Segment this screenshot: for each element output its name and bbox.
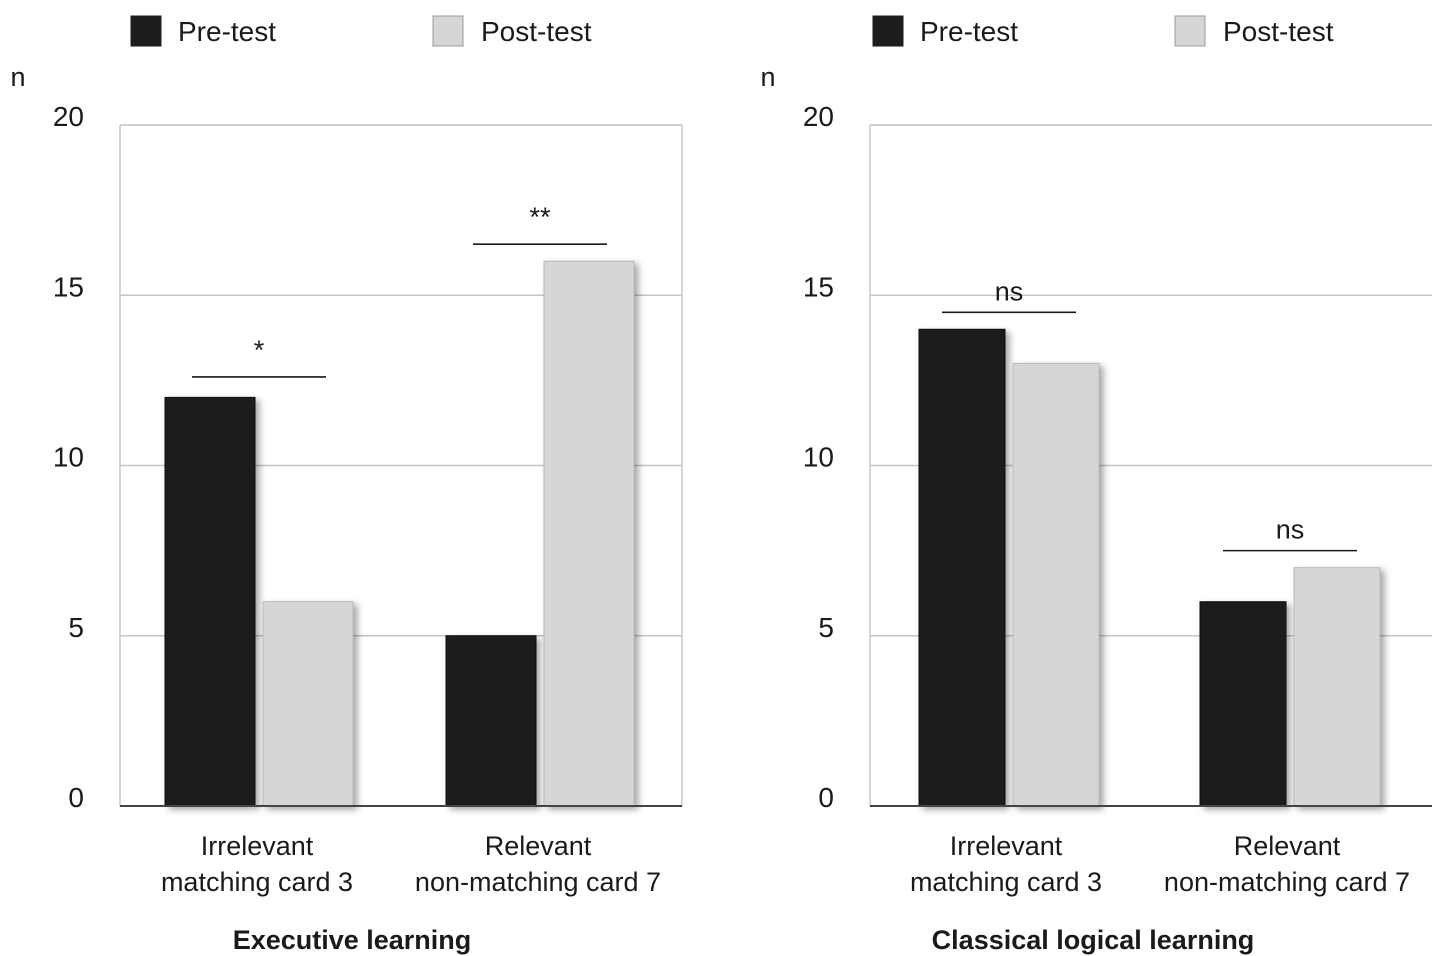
legend-swatch-post-test <box>432 15 464 47</box>
x-category-label-line: Relevant <box>485 831 592 861</box>
significance-label: ns <box>995 276 1024 306</box>
x-category-label-line: matching card 3 <box>910 867 1102 897</box>
x-category-label: Irrelevant matching card 3 <box>910 831 1102 897</box>
y-tick-label: 0 <box>68 782 84 813</box>
bar-post-test-1 <box>262 601 354 807</box>
bar-pre-test-1 <box>918 328 1006 807</box>
legend-label-pre-test: Pre-test <box>920 16 1018 47</box>
legend-label-post-test: Post-test <box>1223 16 1334 47</box>
y-tick-label: 20 <box>53 101 84 132</box>
y-axis-label: n <box>760 62 775 92</box>
chart-panel-1: Pre-test Post-test n 0 5 10 15 20 Irrelevant matc… <box>10 15 683 955</box>
bar-pre-test-2 <box>445 635 537 807</box>
legend-swatch-post-test <box>1174 15 1206 47</box>
chart-panel-2: Pre-test Post-test n 0 5 10 15 20 Irrelevant matc… <box>760 15 1432 955</box>
legend-swatch-pre-test <box>872 15 904 47</box>
y-tick-label: 10 <box>803 442 834 473</box>
y-axis-label: n <box>10 62 25 92</box>
bar-post-test-2 <box>1293 567 1381 807</box>
significance-label: ** <box>529 202 551 232</box>
bar-pre-test-2 <box>1199 601 1287 807</box>
x-category-label-line: non-matching card 7 <box>1164 867 1410 897</box>
legend-label-pre-test: Pre-test <box>178 16 276 47</box>
panel-title: Executive learning <box>233 925 472 955</box>
y-tick-label: 5 <box>818 612 834 643</box>
x-category-label: Relevant non-matching card 7 <box>1164 831 1410 897</box>
significance-label: ns <box>1276 515 1305 545</box>
x-category-label-line: Relevant <box>1234 831 1341 861</box>
x-category-label: Irrelevant matching card 3 <box>161 831 353 897</box>
x-category-label-line: matching card 3 <box>161 867 353 897</box>
panel-title: Classical logical learning <box>932 925 1255 955</box>
significance-label: * <box>254 335 265 365</box>
x-category-label-line: non-matching card 7 <box>415 867 661 897</box>
bar-post-test-1 <box>1012 362 1100 807</box>
x-category-label: Relevant non-matching card 7 <box>415 831 661 897</box>
x-category-label-line: Irrelevant <box>201 831 314 861</box>
y-tick-label: 10 <box>53 442 84 473</box>
legend-swatch-pre-test <box>130 15 162 47</box>
y-tick-label: 15 <box>53 271 84 302</box>
y-tick-label: 15 <box>803 271 834 302</box>
y-tick-label: 5 <box>68 612 84 643</box>
x-category-label-line: Irrelevant <box>950 831 1063 861</box>
y-tick-label: 0 <box>818 782 834 813</box>
y-tick-label: 20 <box>803 101 834 132</box>
legend-label-post-test: Post-test <box>481 16 592 47</box>
bar-post-test-2 <box>543 260 635 807</box>
bar-pre-test-1 <box>164 396 256 807</box>
